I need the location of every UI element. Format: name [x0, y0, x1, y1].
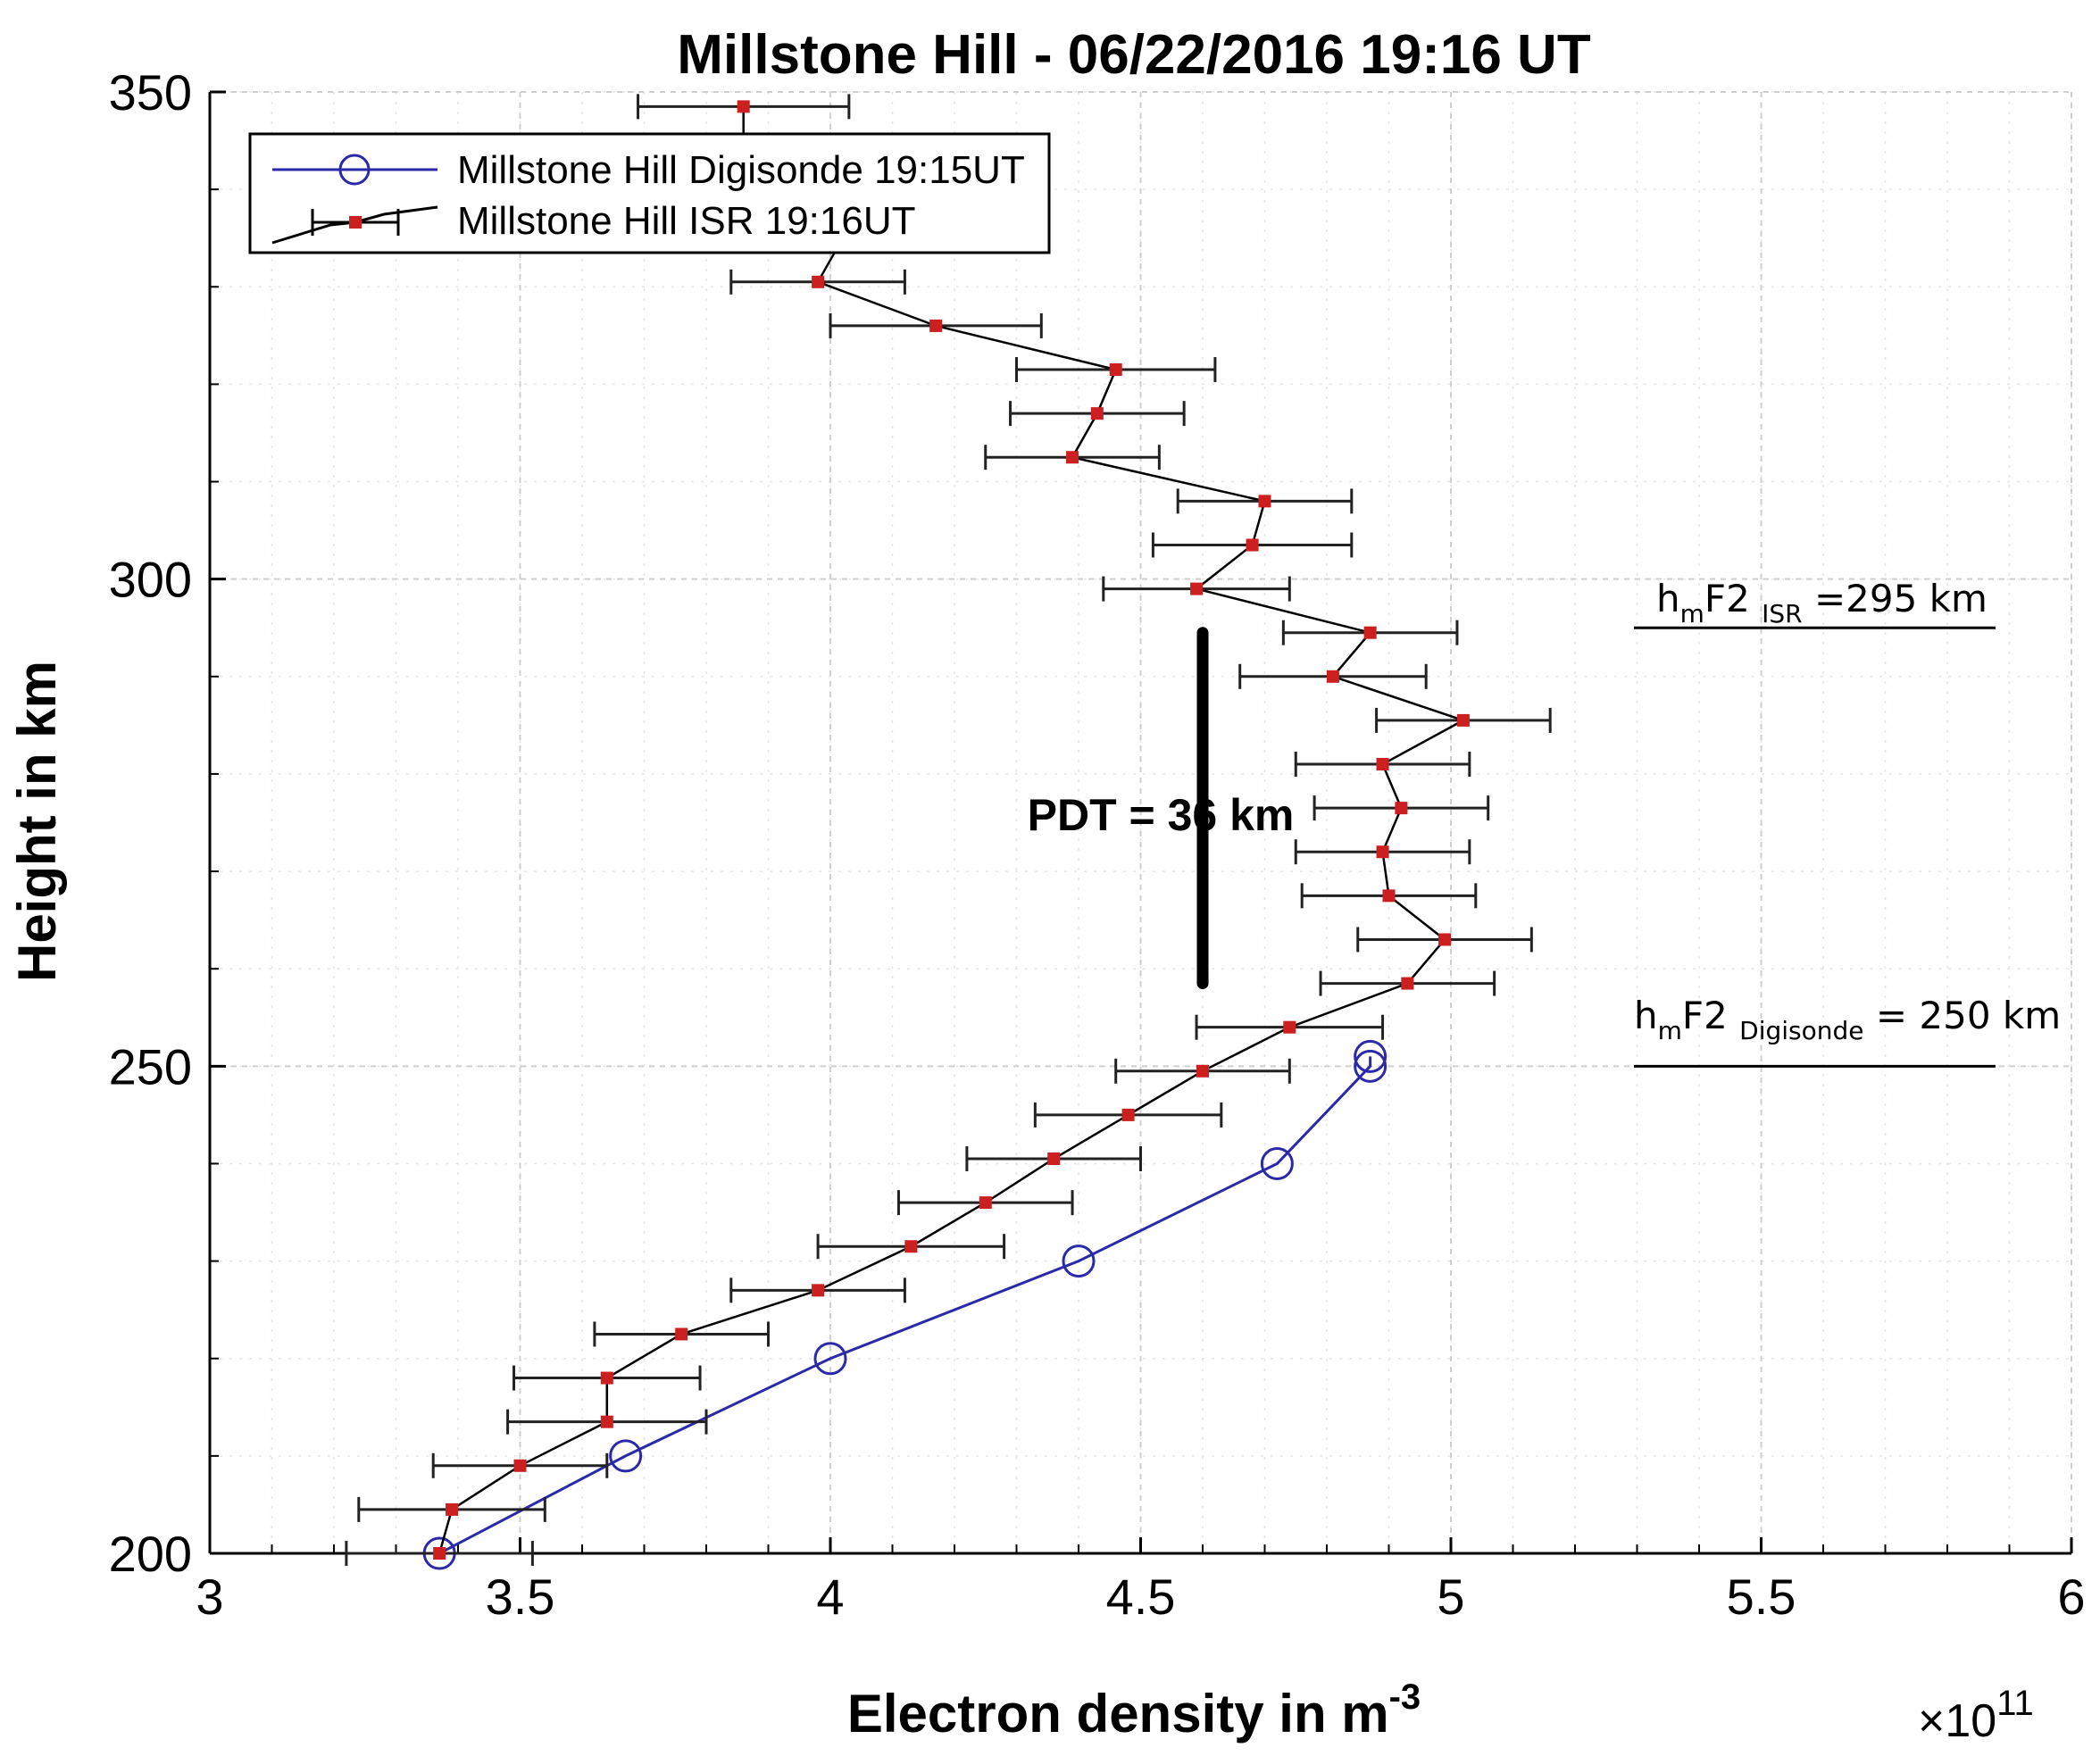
minor-grid: [209, 91, 2072, 1554]
isr-point: [1376, 758, 1389, 771]
legend-box: [248, 132, 1051, 254]
isr-point: [600, 1371, 613, 1385]
hmf2-isr-label: hmF2 ISR =295 km: [1656, 577, 1988, 628]
digisonde-point: [813, 1342, 847, 1376]
x-tick-label: 5: [1437, 1569, 1464, 1625]
x-tick-label: 3.5: [486, 1569, 555, 1625]
x-tick-label: 5.5: [1727, 1569, 1796, 1625]
y-ticks: 200 250 300 350: [109, 64, 226, 1582]
digisonde-point: [609, 1439, 643, 1473]
isr-point: [433, 1547, 446, 1560]
isr-point: [1047, 1153, 1061, 1166]
x-tick-label: 4: [816, 1569, 844, 1625]
isr-point: [1246, 538, 1259, 552]
legend-isr-marker: [349, 216, 362, 229]
isr-point: [812, 275, 825, 288]
digisonde-series: [422, 1039, 1388, 1570]
isr-point: [1326, 670, 1339, 683]
isr-point: [1363, 626, 1377, 639]
x-exponent-label: ×1011: [1918, 1684, 2034, 1747]
isr-point: [1456, 713, 1470, 727]
isr-point: [600, 1415, 613, 1428]
isr-point: [1401, 977, 1414, 990]
isr-series: [345, 94, 1552, 1566]
isr-point: [737, 100, 750, 113]
isr-point: [1382, 889, 1396, 903]
isr-point: [1090, 407, 1104, 420]
hmf2-digisonde-label: hmF2 Digisonde = 250 km: [1634, 994, 2061, 1045]
y-tick-label: 350: [109, 64, 192, 121]
isr-point: [1196, 1064, 1209, 1078]
digisonde-point: [1062, 1244, 1096, 1278]
digisonde-point: [1260, 1146, 1294, 1180]
x-ticks: 3 3.5 4 4.5 5 5.5 6: [196, 1537, 2086, 1625]
isr-line: [438, 106, 1467, 1554]
isr-point: [1376, 845, 1389, 859]
isr-point: [929, 319, 943, 332]
legend-digisonde-marker: [338, 154, 371, 186]
x-tick-label: 3: [196, 1569, 223, 1625]
digisonde-point: [1354, 1049, 1388, 1083]
hmf2-isr-annotation: hmF2 ISR =295 km: [1634, 577, 1996, 629]
y-axis-label: Height in km: [7, 661, 67, 982]
hmf2-digisonde-annotation: hmF2 Digisonde = 250 km: [1634, 994, 2061, 1068]
legend-digisonde-label: Millstone Hill Digisonde 19:15UT: [457, 148, 1025, 192]
chart-title: Millstone Hill - 06/22/2016 19:16 UT: [677, 24, 1591, 86]
x-tick-label: 6: [2057, 1569, 2085, 1625]
pdt-label: PDT = 36 km: [1028, 790, 1295, 840]
digisonde-point: [1354, 1039, 1388, 1073]
x-tick-label: 4.5: [1106, 1569, 1176, 1625]
isr-point: [446, 1502, 459, 1516]
y-tick-label: 300: [109, 552, 192, 608]
isr-point: [1395, 802, 1408, 815]
isr-point: [1066, 451, 1079, 464]
isr-point: [812, 1284, 825, 1297]
isr-point: [1121, 1108, 1135, 1121]
isr-point: [513, 1459, 527, 1472]
isr-point: [904, 1240, 918, 1253]
x-axis-label: Electron density in m-3: [847, 1677, 1421, 1744]
isr-point: [1283, 1020, 1296, 1034]
legend: Millstone Hill Digisonde 19:15UT Millsto…: [248, 132, 1051, 254]
isr-point: [675, 1327, 688, 1341]
digisonde-line: [438, 1056, 1372, 1555]
legend-isr-label: Millstone Hill ISR 19:16UT: [457, 199, 916, 243]
y-tick-label: 200: [109, 1526, 192, 1582]
isr-point: [1438, 933, 1452, 946]
isr-point: [979, 1196, 992, 1210]
isr-point: [1109, 363, 1122, 377]
isr-point: [1190, 582, 1204, 595]
y-tick-label: 250: [109, 1038, 192, 1094]
isr-point: [1258, 495, 1271, 508]
